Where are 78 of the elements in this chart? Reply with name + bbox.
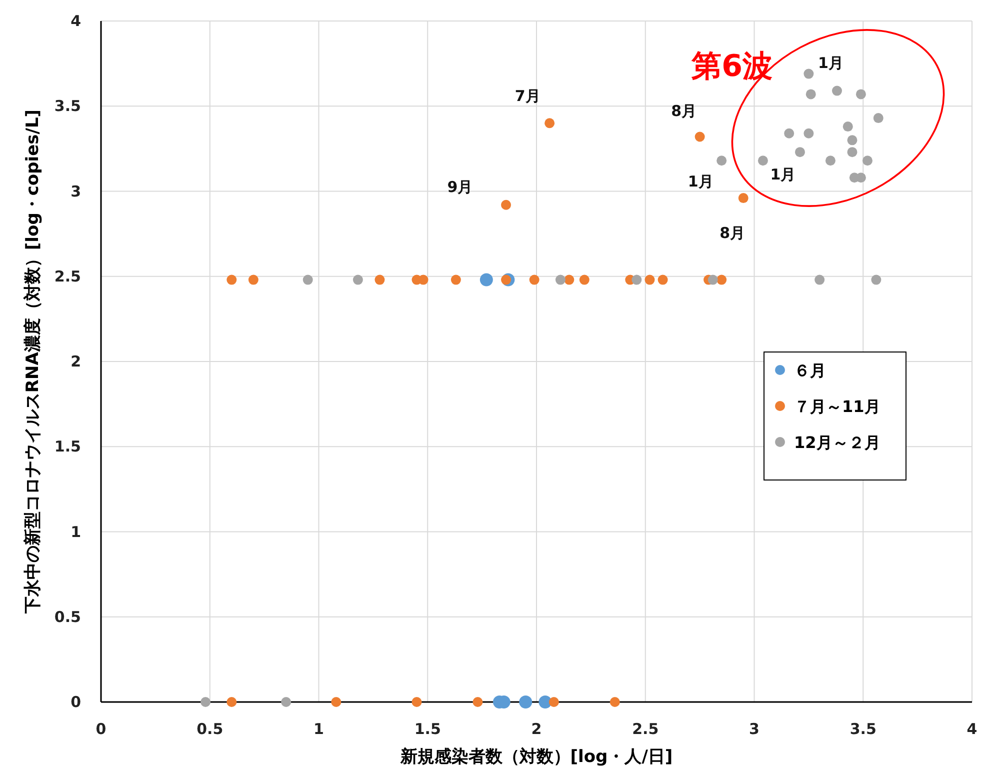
y-tick-label: 0 — [70, 693, 81, 711]
point — [832, 86, 842, 96]
legend-label: ７月～11月 — [794, 397, 880, 416]
point — [632, 274, 642, 285]
point — [862, 156, 872, 166]
legend-label: 12月～２月 — [794, 433, 880, 452]
x-tick-label: 3 — [749, 720, 760, 738]
annotation: 7月 — [514, 87, 540, 106]
point — [708, 274, 718, 285]
point — [806, 89, 816, 100]
y-tick-label: 2 — [70, 352, 81, 370]
point — [610, 697, 620, 707]
y-tick-label: 1 — [70, 522, 81, 541]
point — [281, 697, 292, 707]
point — [847, 135, 858, 146]
point — [519, 696, 532, 708]
point — [579, 274, 590, 285]
point — [501, 274, 512, 285]
point — [374, 274, 385, 285]
point — [501, 200, 512, 210]
point — [871, 274, 882, 285]
point — [302, 274, 313, 285]
point — [716, 156, 727, 166]
point — [847, 147, 858, 158]
x-tick-label: 1 — [314, 720, 324, 738]
point — [873, 113, 884, 124]
point — [856, 89, 866, 100]
point — [544, 118, 555, 128]
annotation: 1月 — [688, 172, 714, 191]
point — [226, 697, 237, 707]
point — [716, 274, 727, 285]
y-tick-label: 4 — [70, 12, 81, 30]
point — [331, 697, 342, 707]
point — [804, 68, 814, 79]
y-axis-title: 下水中の新型コロナウイルスRNA濃度（対数）[log・copies/L] — [23, 109, 43, 615]
x-tick-label: 2.5 — [632, 720, 659, 738]
point — [825, 156, 836, 166]
x-tick-label: 4 — [966, 720, 978, 738]
point — [644, 274, 655, 285]
annotation: 第6波 — [690, 49, 772, 84]
point — [842, 122, 853, 132]
annotation: 9月 — [447, 178, 473, 196]
point — [529, 274, 540, 285]
annotation: 8月 — [720, 224, 746, 242]
point — [200, 697, 211, 707]
x-tick-label: 0.5 — [196, 720, 224, 738]
point — [226, 274, 237, 285]
y-tick-label: 3.5 — [54, 97, 81, 116]
point — [814, 274, 825, 285]
y-tick-label: 2.5 — [54, 267, 81, 286]
point — [548, 697, 559, 707]
point — [758, 156, 768, 166]
point — [472, 697, 483, 707]
x-tick-label: 0 — [96, 720, 106, 738]
annotation: 8月 — [671, 102, 697, 120]
y-tick-label: 1.5 — [54, 438, 81, 456]
point — [738, 193, 748, 204]
annotation: 1月 — [818, 54, 844, 72]
point — [248, 274, 258, 285]
point — [564, 274, 574, 285]
legend-label: ６月 — [794, 361, 826, 380]
point — [804, 128, 814, 138]
x-axis-title: 新規感染者数（対数）[log・人/日] — [399, 747, 673, 767]
point — [794, 147, 805, 158]
x-tick-label: 1.5 — [414, 720, 441, 738]
x-tick-label: 2 — [531, 720, 542, 738]
y-tick-label: 3 — [70, 182, 81, 200]
point — [480, 273, 493, 286]
point — [352, 274, 363, 285]
y-tick-label: 0.5 — [54, 608, 81, 626]
point — [555, 274, 566, 285]
point — [784, 128, 794, 138]
point — [450, 274, 461, 285]
point — [694, 132, 705, 142]
point — [658, 274, 668, 285]
annotation: 1月 — [770, 166, 796, 184]
x-tick-label: 3.5 — [850, 720, 876, 738]
point — [412, 697, 422, 707]
